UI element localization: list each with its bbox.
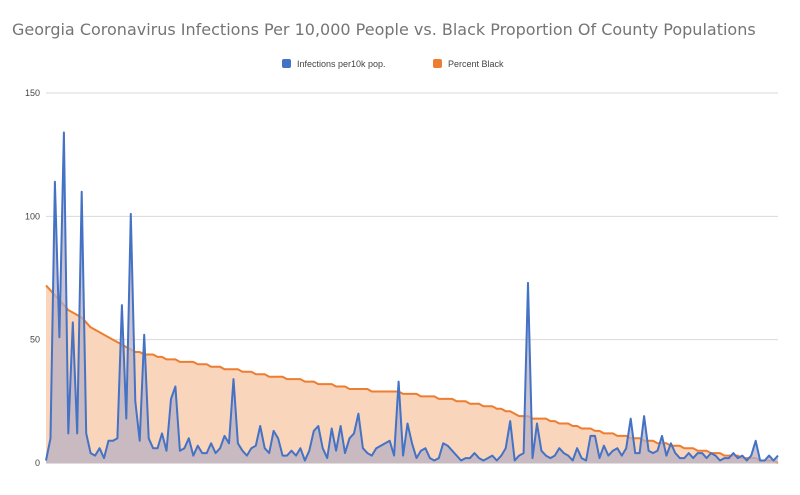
series-line-percent-black — [45, 284, 779, 464]
series-area-percent-black — [46, 285, 778, 463]
series-area-infections — [46, 132, 778, 463]
y-tick-label-100: 100 — [25, 211, 40, 221]
series-line-infections — [45, 131, 779, 462]
legend-percent-black-swatch — [433, 59, 442, 68]
y-tick-label-150: 150 — [25, 88, 40, 98]
legend-infections-label: Infections per10k pop. — [297, 59, 386, 69]
y-tick-label-0: 0 — [35, 458, 40, 468]
chart-title: Georgia Coronavirus Infections Per 10,00… — [12, 20, 756, 39]
y-tick-label-50: 50 — [30, 335, 40, 345]
legend-percent-black-label: Percent Black — [448, 59, 504, 69]
legend-infections-swatch — [282, 59, 291, 68]
